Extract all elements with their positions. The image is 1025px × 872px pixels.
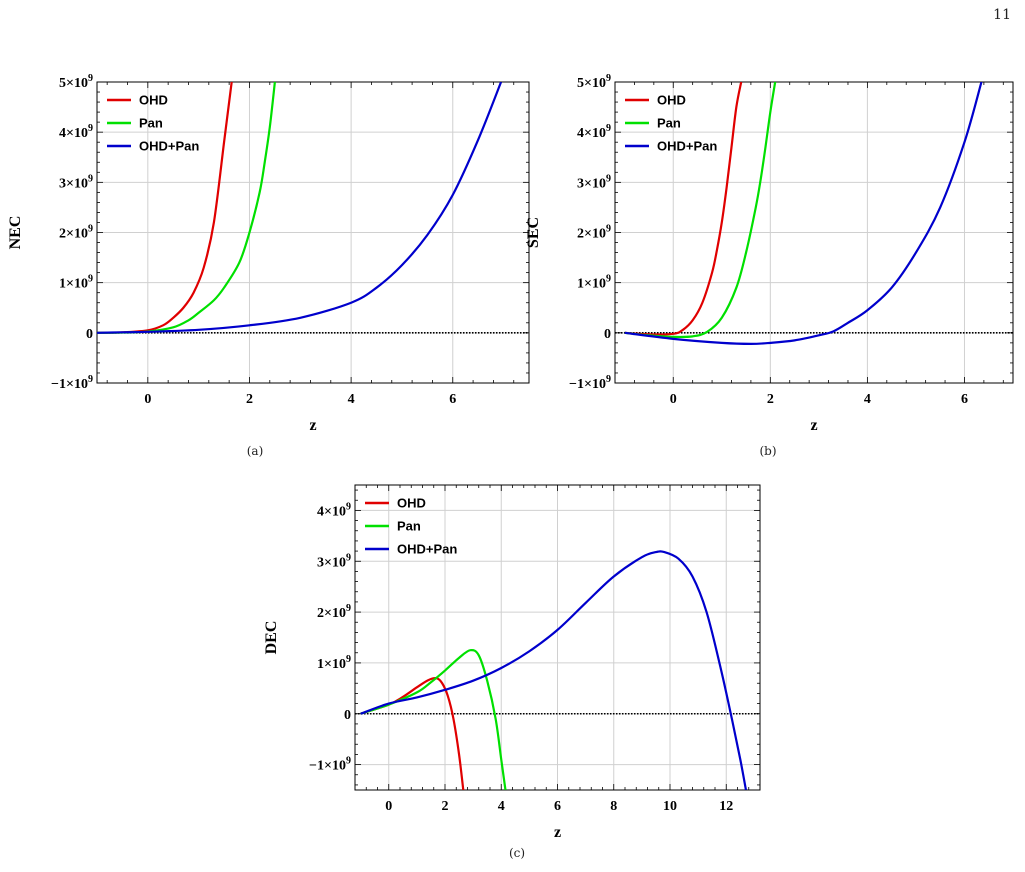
x-tick-label: 4 xyxy=(498,799,505,814)
legend-label: Pan xyxy=(397,519,421,534)
y-tick-label: −1×109 xyxy=(569,374,611,392)
panel-caption: (a) xyxy=(247,444,264,458)
x-axis-title: z xyxy=(309,417,316,434)
legend-label: Pan xyxy=(139,116,163,131)
y-tick-label: −1×109 xyxy=(51,374,93,392)
x-tick-label: 12 xyxy=(719,799,733,814)
x-tick-label: 8 xyxy=(610,799,617,814)
series-line-pan xyxy=(360,648,507,790)
y-tick-label: 4×109 xyxy=(59,123,93,141)
x-tick-label: 2 xyxy=(442,799,449,814)
y-tick-label: 1×109 xyxy=(59,274,93,292)
y-tick-label: 3×109 xyxy=(317,552,351,570)
series-line-ohd xyxy=(624,82,743,336)
legend-label: OHD xyxy=(657,93,686,108)
legend-label: OHD xyxy=(397,496,426,511)
x-tick-label: 4 xyxy=(864,392,871,407)
series-line-ohd-plus-pan xyxy=(624,82,983,345)
x-tick-label: 0 xyxy=(670,392,677,407)
y-tick-label: 3×109 xyxy=(59,173,93,191)
series-line-pan xyxy=(97,82,276,334)
y-tick-label: −1×109 xyxy=(309,756,351,774)
series-group xyxy=(360,550,748,790)
series-line-ohd xyxy=(97,82,233,334)
y-tick-label: 2×109 xyxy=(577,224,611,242)
legend-label: OHD xyxy=(139,93,168,108)
x-axis-title: z xyxy=(554,824,561,841)
series-line-ohd-plus-pan xyxy=(97,82,503,334)
chart-2: 0 2 4 6 8 10 12 −1×109 0 1×109 2×109 3×109 4×109 z DEC… xyxy=(263,484,761,860)
x-axis-title: z xyxy=(810,417,817,434)
legend-label: OHD+Pan xyxy=(139,139,199,154)
x-tick-label: 4 xyxy=(348,392,355,407)
legend-label: Pan xyxy=(657,116,681,131)
y-axis-title: SEC xyxy=(525,217,542,248)
y-axis-title: NEC xyxy=(7,216,24,250)
series-group xyxy=(97,82,503,334)
y-tick-label: 0 xyxy=(86,327,93,342)
x-tick-label: 6 xyxy=(961,392,968,407)
y-tick-label: 1×109 xyxy=(317,654,351,672)
y-tick-label: 2×109 xyxy=(317,603,351,621)
y-tick-label: 3×109 xyxy=(577,173,611,191)
series-line-pan xyxy=(624,82,777,339)
chart-0: 0 2 4 6 −1×109 0 1×109 2×109 3×109 4×109 5×109 z NEC… xyxy=(7,73,530,458)
y-tick-label: 4×109 xyxy=(317,501,351,519)
y-tick-label: 0 xyxy=(604,327,611,342)
legend-label: OHD+Pan xyxy=(657,139,717,154)
y-axis-title: DEC xyxy=(263,621,280,655)
y-tick-label: 0 xyxy=(344,708,351,723)
panel-caption: (c) xyxy=(509,846,525,860)
x-tick-label: 0 xyxy=(385,799,392,814)
x-tick-label: 2 xyxy=(767,392,774,407)
y-tick-label: 5×109 xyxy=(577,73,611,91)
series-group xyxy=(624,82,983,345)
y-tick-label: 1×109 xyxy=(577,274,611,292)
series-line-ohd-plus-pan xyxy=(360,550,748,790)
x-tick-label: 0 xyxy=(144,392,151,407)
y-tick-label: 5×109 xyxy=(59,73,93,91)
y-tick-label: 2×109 xyxy=(59,224,93,242)
x-tick-label: 6 xyxy=(554,799,561,814)
legend-label: OHD+Pan xyxy=(397,542,457,557)
x-tick-label: 10 xyxy=(663,799,677,814)
x-tick-label: 2 xyxy=(246,392,253,407)
chart-1: 0 2 4 6 −1×109 0 1×109 2×109 3×109 4×109 5×109 z SEC… xyxy=(525,73,1014,458)
x-tick-label: 6 xyxy=(449,392,456,407)
y-tick-label: 4×109 xyxy=(577,123,611,141)
panel-caption: (b) xyxy=(759,444,776,458)
page-number: 11 xyxy=(993,7,1011,23)
